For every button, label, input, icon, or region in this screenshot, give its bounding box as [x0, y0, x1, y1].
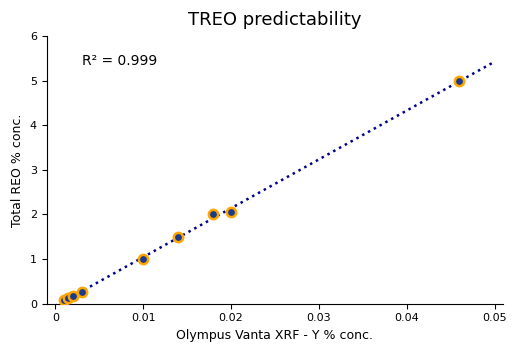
- Y-axis label: Total REO % conc.: Total REO % conc.: [11, 113, 24, 227]
- Point: [209, 212, 217, 217]
- Point: [455, 78, 463, 84]
- Title: TREO predictability: TREO predictability: [188, 11, 362, 29]
- Point: [139, 256, 147, 262]
- X-axis label: Olympus Vanta XRF - Y % conc.: Olympus Vanta XRF - Y % conc.: [176, 329, 373, 342]
- Point: [60, 297, 68, 303]
- Point: [227, 209, 235, 215]
- Text: R² = 0.999: R² = 0.999: [81, 54, 157, 68]
- Point: [174, 234, 183, 240]
- Point: [69, 293, 77, 298]
- Point: [77, 290, 86, 295]
- Point: [64, 295, 73, 301]
